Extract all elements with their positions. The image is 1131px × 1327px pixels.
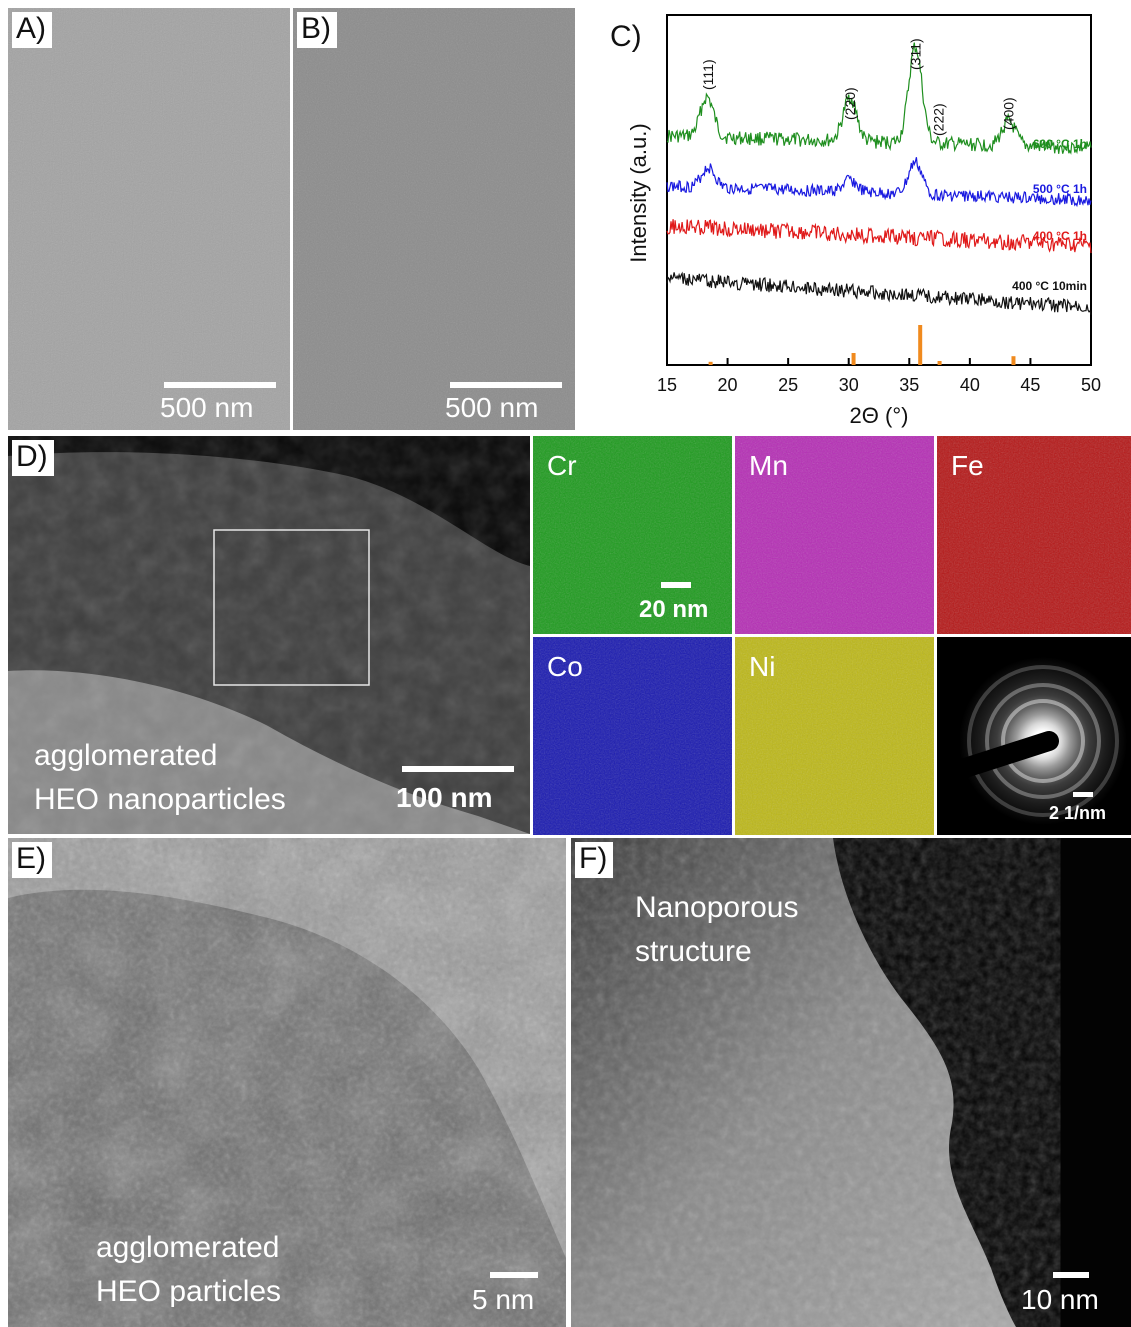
x-tick-label: 40: [960, 375, 980, 395]
panel-e-hrtem: E) agglomerated HEO particles 5 nm: [8, 838, 566, 1327]
peak-hkl-label: (222): [930, 103, 946, 136]
reference-bar: [918, 325, 923, 365]
x-axis-label: 2Θ (°): [850, 403, 909, 428]
reference-bar: [937, 361, 942, 365]
eds-element-label: Mn: [749, 450, 788, 481]
x-tick-label: 35: [899, 375, 919, 395]
hrtem-image: [8, 838, 566, 1327]
scalebar-label: 500 nm: [445, 392, 539, 423]
saed-scalebar-label: 2 1/nm: [1049, 803, 1107, 823]
reference-bar: [1011, 356, 1016, 365]
reference-bar: [851, 353, 856, 365]
peak-hkl-label: (311): [907, 38, 923, 70]
panel-label-c: C): [606, 20, 648, 56]
scalebar-label: 5 nm: [472, 1284, 535, 1315]
panel-d-stem: D) agglomerated HEO nanoparticles 100 nm: [8, 436, 530, 834]
xrd-series-line: [666, 271, 1092, 315]
peak-hkl-label: (111): [700, 59, 716, 90]
panel-label-e: E): [12, 842, 52, 878]
panel-d-caption-line2: HEO nanoparticles: [34, 783, 286, 816]
diffraction-rings: [937, 657, 1127, 825]
xrd-plot: 15 20 25 30 35 40 45 50 (111) (220) (311) (222) (40…: [626, 14, 1101, 428]
xrd-series-line: [666, 157, 1092, 208]
scalebar-line: [661, 582, 691, 588]
series-label: 400 °C 1h: [1033, 229, 1087, 243]
scalebar-line: [450, 382, 562, 388]
peak-hkl-label: (220): [842, 87, 858, 120]
x-tick-label: 15: [657, 375, 677, 395]
panel-e-caption-line1: agglomerated: [96, 1231, 280, 1264]
scalebar-line: [402, 766, 514, 772]
panel-f-caption-line2: structure: [635, 935, 752, 968]
y-axis-label: Intensity (a.u.): [626, 123, 651, 262]
stem-image: [571, 838, 1131, 1327]
plot-frame: [666, 14, 1092, 366]
series-label: 500 °C 1h: [1033, 182, 1087, 196]
eds-map-cr: Cr 20 nm: [533, 436, 732, 634]
sem-texture: [8, 8, 290, 430]
panel-c-xrd-chart: C) 15 20 25 30 35 40 45 50 (111) (220) (311) (222)…: [578, 8, 1128, 433]
panel-f-caption-line1: Nanoporous: [635, 891, 799, 924]
panel-d-caption-line1: agglomerated: [34, 739, 218, 772]
reference-bar: [708, 361, 713, 365]
eds-map-mn: Mn: [735, 436, 934, 634]
eds-element-label: Ni: [749, 651, 776, 682]
x-tick-label: 25: [778, 375, 798, 395]
scalebar-label: 500 nm: [160, 392, 254, 423]
scalebar-label: 10 nm: [1021, 1284, 1099, 1315]
eds-map-co: Co: [533, 637, 732, 835]
series-label: 400 °C 10min: [1012, 279, 1087, 293]
selection-box: [213, 529, 370, 686]
panel-label-a: A): [12, 12, 52, 48]
x-tick-label: 50: [1081, 375, 1101, 395]
eds-element-label: Cr: [547, 450, 577, 481]
scalebar-line: [490, 1272, 538, 1278]
peak-hkl-label: (400): [1001, 97, 1017, 130]
beam-stopper: [937, 731, 1059, 787]
xrd-series-line: [666, 219, 1092, 254]
panel-label-b: B): [297, 12, 337, 48]
eds-element-label: Fe: [951, 450, 984, 481]
panel-label-f: F): [575, 842, 614, 878]
stem-image: [8, 436, 530, 834]
panel-a-sem: A) 500 nm: [8, 8, 290, 430]
eds-scalebar-label: 20 nm: [639, 596, 709, 623]
scalebar-line: [1073, 792, 1093, 797]
x-tick-label: 20: [718, 375, 738, 395]
sem-texture: [293, 8, 575, 430]
eds-map-fe: Fe: [937, 436, 1131, 634]
scalebar-line: [164, 382, 276, 388]
xrd-series-line: [666, 42, 1092, 155]
panel-label-d: D): [12, 440, 54, 476]
eds-map-ni: Ni: [735, 637, 934, 835]
eds-element-label: Co: [547, 651, 583, 682]
saed-pattern: 2 1/nm: [937, 637, 1131, 835]
scalebar-line: [1053, 1272, 1089, 1278]
panel-f-stem: F) Nanoporous structure 10 nm: [571, 838, 1131, 1327]
panel-b-sem: B) 500 nm: [293, 8, 575, 430]
scalebar-label: 100 nm: [396, 782, 493, 813]
panel-e-caption-line2: HEO particles: [96, 1275, 282, 1308]
series-label: 600 °C 1h: [1033, 137, 1087, 151]
x-tick-label: 45: [1020, 375, 1040, 395]
x-tick-label: 30: [839, 375, 859, 395]
